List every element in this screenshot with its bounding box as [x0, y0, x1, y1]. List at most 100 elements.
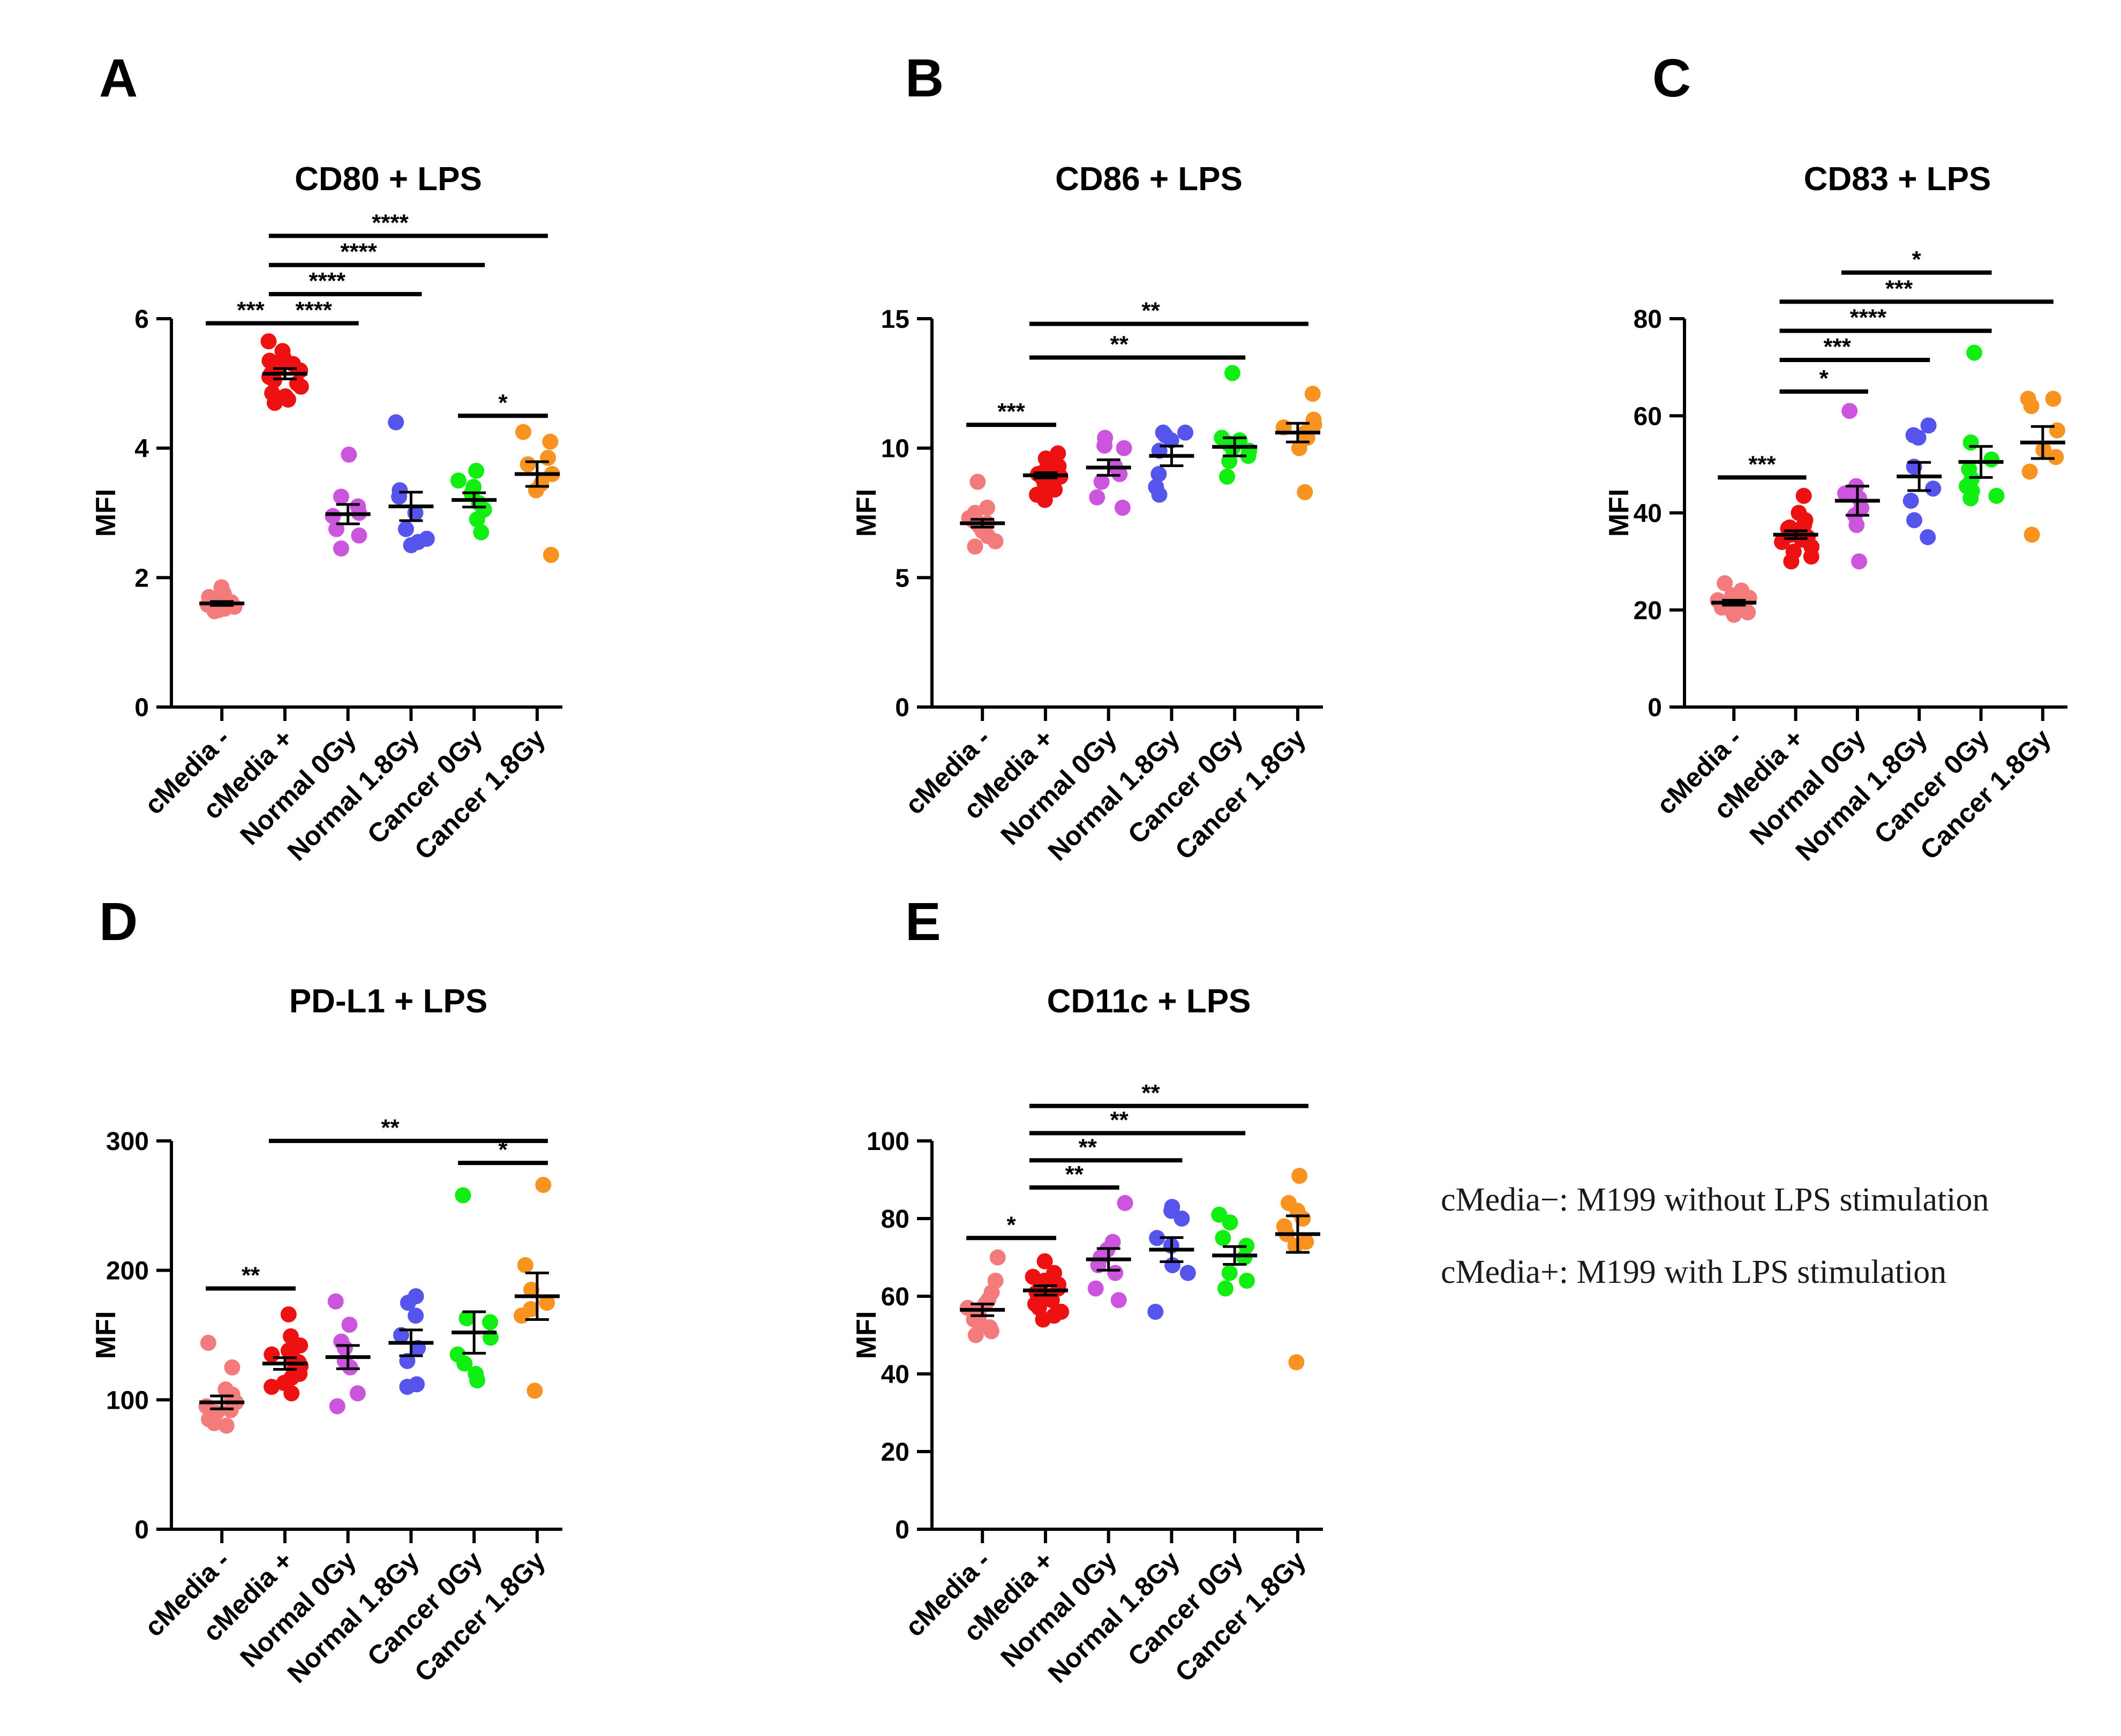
sig-label: ***: [1885, 275, 1913, 302]
data-point: [1147, 1304, 1164, 1320]
data-point: [1149, 1230, 1165, 1246]
y-tick-label: 80: [1634, 305, 1662, 334]
sig-label: *: [1819, 365, 1829, 392]
data-point: [264, 1379, 280, 1395]
data-point: [1920, 529, 1936, 545]
data-point: [399, 1379, 416, 1395]
data-point: [1795, 487, 1812, 504]
series-normal-0gy: [1834, 403, 1880, 570]
series-normal-0gy: [1086, 1195, 1133, 1309]
y-tick-label: 10: [881, 435, 909, 463]
sig-bracket: ****: [268, 297, 359, 326]
sig-bracket: *: [1841, 246, 1992, 275]
series-cmedia: [1022, 445, 1069, 508]
y-tick-label: 100: [867, 1128, 909, 1156]
data-point: [1217, 1280, 1234, 1297]
sig-bracket: ****: [268, 268, 422, 297]
sig-label: **: [1110, 1107, 1129, 1133]
data-point: [1780, 520, 1796, 537]
y-tick-label: 2: [134, 564, 149, 592]
series-cmedia: [260, 333, 309, 411]
data-point: [523, 1281, 539, 1298]
data-point: [1215, 1230, 1231, 1246]
series-normal-1-8gy: [388, 414, 435, 553]
sig-label: ***: [997, 399, 1025, 425]
data-point: [979, 499, 996, 516]
data-point: [967, 538, 983, 555]
series-cmedia: [262, 1306, 309, 1402]
sig-bracket: ***: [1779, 275, 2054, 304]
data-point: [260, 333, 277, 350]
data-point: [987, 533, 1004, 550]
data-point: [403, 537, 419, 553]
data-point: [1177, 424, 1194, 441]
data-point: [1783, 553, 1800, 570]
sig-label: *: [1007, 1212, 1017, 1238]
data-point: [515, 424, 531, 440]
series-cancer-0gy: [1211, 1206, 1258, 1297]
sig-label: **: [1110, 332, 1129, 358]
sig-label: ****: [1850, 305, 1887, 331]
panel-label: B: [905, 48, 944, 108]
series-cmedia: [1022, 1253, 1070, 1328]
series-normal-1-8gy: [1897, 417, 1942, 545]
data-point: [206, 603, 223, 620]
data-point: [397, 521, 414, 537]
y-tick-label: 60: [881, 1283, 909, 1311]
sig-label: ***: [1824, 334, 1852, 360]
data-point: [1906, 512, 1923, 529]
data-point: [1988, 487, 2005, 504]
data-point: [1803, 548, 1819, 565]
sig-bracket: ***: [1779, 334, 1930, 363]
data-point: [527, 1382, 543, 1399]
data-point: [1224, 365, 1240, 381]
chart-title: CD80 + LPS: [295, 161, 482, 198]
data-point: [989, 1249, 1006, 1266]
panel-label: D: [99, 892, 138, 952]
data-point: [400, 1295, 416, 1311]
y-tick-label: 40: [1634, 500, 1662, 528]
series-cancer-1-8gy: [1275, 1168, 1320, 1371]
y-tick-label: 5: [895, 564, 909, 592]
data-point: [2021, 463, 2038, 480]
data-point: [1110, 1292, 1127, 1309]
y-axis-label: MFI: [851, 489, 882, 537]
y-axis-label: MFI: [91, 489, 122, 537]
data-point: [1219, 468, 1236, 485]
series-normal-0gy: [325, 446, 371, 557]
series-normal-0gy: [1086, 430, 1132, 516]
sig-label: ***: [237, 297, 265, 323]
data-point: [469, 511, 485, 528]
sig-label: **: [1141, 298, 1160, 324]
series-cmedia: [199, 579, 245, 620]
series-normal-1-8gy: [388, 1288, 434, 1395]
data-point: [1047, 482, 1063, 498]
data-point: [327, 1293, 344, 1310]
sig-bracket: ***: [1718, 451, 1807, 480]
y-tick-label: 20: [881, 1438, 909, 1467]
sig-bracket: **: [1029, 1107, 1246, 1136]
data-point: [1962, 434, 1979, 451]
sig-label: ****: [309, 268, 346, 294]
series-normal-1-8gy: [1147, 1199, 1196, 1320]
y-tick-label: 60: [1634, 402, 1662, 431]
data-point: [292, 378, 309, 395]
data-point: [967, 1327, 984, 1343]
data-point: [333, 540, 349, 557]
series-cmedia: [959, 1249, 1006, 1343]
chart-title: CD83 + LPS: [1804, 161, 1991, 198]
data-point: [1966, 344, 1983, 361]
y-axis-label: MFI: [1604, 489, 1635, 537]
data-point: [1288, 1354, 1305, 1371]
sig-bracket: *: [966, 1212, 1056, 1241]
series-cancer-1-8gy: [2020, 390, 2065, 543]
data-point: [1983, 451, 2000, 468]
y-tick-label: 0: [1648, 694, 1662, 722]
data-point: [1726, 606, 1742, 623]
data-point: [1151, 486, 1168, 503]
data-point: [1291, 440, 1307, 456]
data-point: [513, 1307, 530, 1324]
data-point: [1962, 490, 1979, 507]
data-point: [333, 489, 349, 505]
series-cancer-0gy: [449, 1187, 499, 1389]
